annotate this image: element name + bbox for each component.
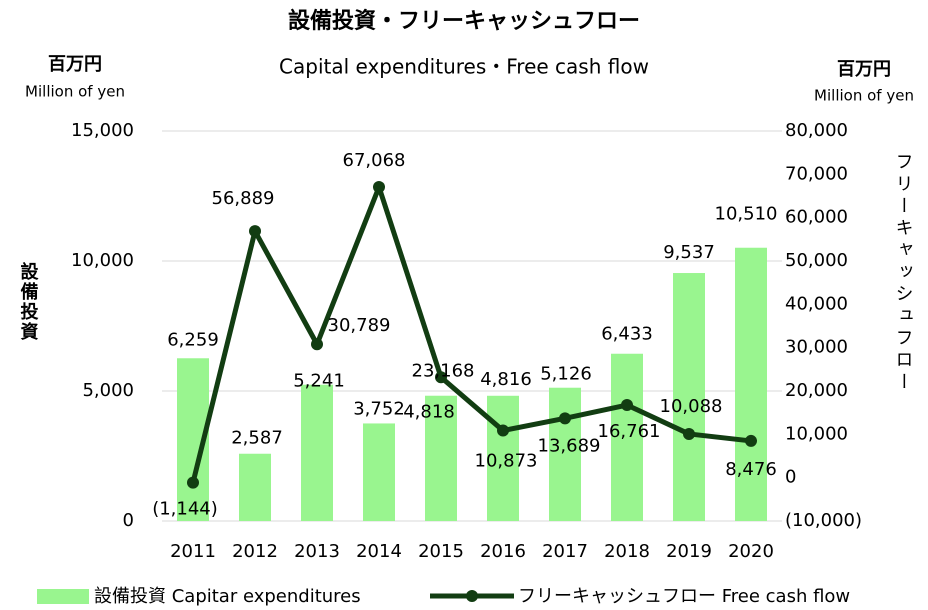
y-tick-label: 15,000 [71, 120, 134, 141]
data-label: 2,587 [231, 428, 283, 449]
line-marker [497, 424, 509, 437]
y2-tick-label: 0 [785, 467, 796, 488]
data-label: 8,476 [725, 459, 777, 480]
x-tick-label: 2019 [666, 541, 712, 562]
y-unit-en: Million of yen [25, 83, 125, 101]
y2-tick-label: 40,000 [785, 293, 848, 314]
y2-tick-label: 30,000 [785, 337, 848, 358]
data-label: 56,889 [212, 188, 275, 209]
y2-unit: 百万円 [837, 59, 891, 80]
legend-marker [466, 590, 478, 602]
data-label: 67,068 [343, 150, 406, 171]
data-label: 5,126 [540, 364, 592, 385]
y2-tick-label: 80,000 [785, 120, 848, 141]
line-marker [249, 225, 261, 238]
chart-subtitle: Capital expenditures・Free cash flow [279, 55, 649, 79]
legend-label: フリーキャッシュフロー Free cash flow [518, 586, 850, 607]
y-axis-label: 設備投資 [18, 261, 39, 342]
line-marker [311, 338, 323, 351]
y2-tick-label: 70,000 [785, 163, 848, 184]
x-tick-label: 2017 [542, 541, 588, 562]
x-tick-label: 2013 [294, 541, 340, 562]
data-label: 10,088 [660, 396, 723, 417]
data-label: 10,873 [475, 451, 538, 472]
data-label: 13,689 [538, 435, 601, 456]
line-marker [187, 476, 199, 489]
x-tick-label: 2014 [356, 541, 402, 562]
y2-tick-label: 10,000 [785, 423, 848, 444]
y2-tick-label: 60,000 [785, 207, 848, 228]
bar [301, 384, 333, 521]
data-label: 6,433 [601, 324, 653, 345]
y2-tick-label: (10,000) [785, 510, 862, 531]
data-label: 9,537 [663, 242, 715, 263]
bar [549, 387, 581, 521]
x-tick-label: 2018 [604, 541, 650, 562]
data-label: 30,789 [328, 315, 391, 336]
bar [735, 247, 767, 522]
bar [425, 395, 457, 521]
y2-unit-en: Million of yen [814, 87, 914, 105]
data-label: 4,818 [403, 402, 455, 423]
line-marker [745, 434, 757, 447]
x-tick-label: 2011 [170, 541, 216, 562]
data-label: 23,168 [412, 360, 475, 381]
bar [611, 353, 643, 521]
y-tick-label: 10,000 [71, 250, 134, 271]
line [190, 184, 752, 484]
line-marker [373, 181, 385, 194]
legend-swatch [37, 589, 89, 604]
data-label: 3,752 [353, 398, 405, 419]
y-tick-label: 0 [123, 510, 134, 531]
x-tick-label: 2016 [480, 541, 526, 562]
x-tick-label: 2020 [728, 541, 774, 562]
bar [363, 423, 395, 521]
line-marker [435, 371, 447, 384]
chart-title: 設備投資・フリーキャッシュフロー [288, 8, 640, 34]
bar [673, 273, 705, 521]
line-marker [559, 412, 571, 425]
data-label: 5,241 [293, 371, 345, 392]
data-label: 4,816 [480, 369, 532, 390]
line-marker [621, 399, 633, 412]
y-tick-label: 5,000 [82, 380, 134, 401]
line-marker [683, 427, 695, 440]
data-label: 10,510 [715, 204, 778, 225]
y2-axis-label: フリーキャッシュフロー [893, 152, 914, 394]
x-tick-label: 2015 [418, 541, 464, 562]
y2-tick-label: 20,000 [785, 380, 848, 401]
data-label: (1,144) [152, 499, 218, 520]
bar [239, 453, 271, 521]
legend-label: 設備投資 Capitar expenditures [94, 586, 361, 607]
data-label: 16,761 [598, 421, 661, 442]
x-tick-label: 2012 [232, 541, 278, 562]
bar [487, 395, 519, 521]
y2-tick-label: 50,000 [785, 250, 848, 271]
data-label: 6,259 [167, 329, 219, 350]
y-unit: 百万円 [48, 54, 102, 75]
